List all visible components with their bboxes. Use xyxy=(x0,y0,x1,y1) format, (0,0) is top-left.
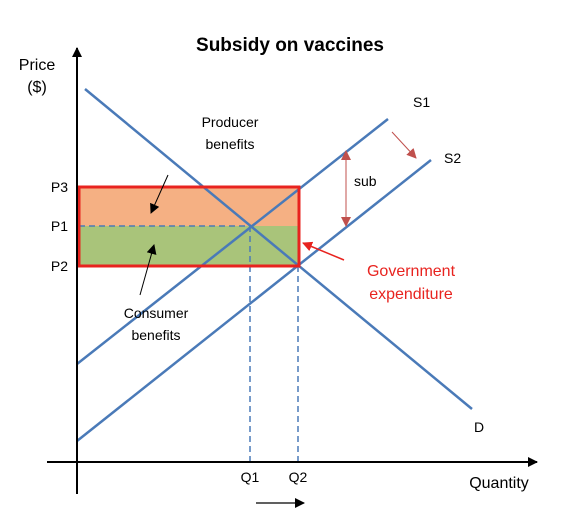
consumer-benefit-area xyxy=(79,226,299,266)
diagram-title: Subsidy on vaccines xyxy=(196,35,384,56)
consumer-benefits-label: Consumer xyxy=(124,305,189,321)
curve-label-d: D xyxy=(474,419,484,435)
quantity-label-q2: Q2 xyxy=(289,469,308,485)
price-label-p3: P3 xyxy=(51,179,68,195)
government-expenditure-label-line2: expenditure xyxy=(369,286,453,303)
price-label-p2: P2 xyxy=(51,258,68,274)
demand-curve xyxy=(84,88,473,410)
subsidy-label: sub xyxy=(354,173,377,189)
y-axis-label: Price xyxy=(19,57,56,74)
producer-benefits-label-line2: benefits xyxy=(205,136,254,152)
y-axis-unit: ($) xyxy=(27,79,47,96)
government-expenditure-pointer xyxy=(302,241,345,261)
quantity-label-q1: Q1 xyxy=(241,469,260,485)
government-expenditure-box xyxy=(77,185,301,268)
curve-label-s2: S2 xyxy=(444,150,461,166)
supply-curve-s1 xyxy=(76,118,389,365)
curve-label-s1: S1 xyxy=(413,94,430,110)
producer-benefits-label: Producer xyxy=(202,114,259,130)
supply-curve-s2 xyxy=(76,159,432,442)
price-label-p1: P1 xyxy=(51,218,68,234)
consumer-benefits-pointer xyxy=(139,244,157,296)
consumer-benefits-label-line2: benefits xyxy=(131,327,180,343)
supply-shift-arrow xyxy=(391,131,417,159)
producer-benefit-area xyxy=(79,187,299,226)
government-expenditure-label: Government xyxy=(367,263,456,280)
producer-benefits-pointer xyxy=(150,174,169,214)
x-axis-label: Quantity xyxy=(469,475,529,492)
